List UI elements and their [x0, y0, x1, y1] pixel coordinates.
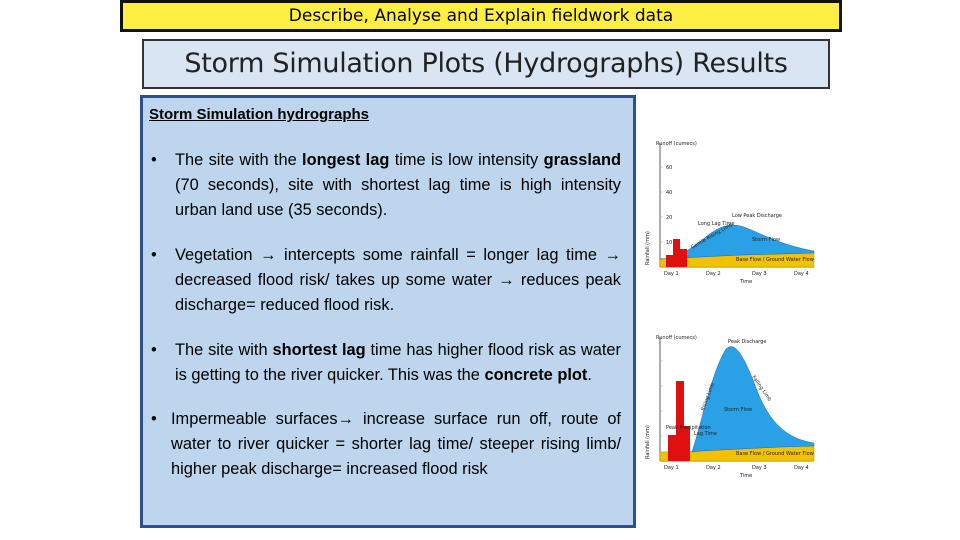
day-2-label: Day 2 — [706, 465, 721, 471]
bullet-text: The site with — [175, 341, 273, 359]
bullet-text: (70 seconds), site with shortest lag tim… — [175, 176, 621, 219]
base-flow-label: Base Flow / Ground Water Flow — [736, 257, 814, 263]
bullet-text: Vegetation → intercepts some rainfall = … — [175, 246, 621, 314]
storm-flow-label: Storm Flow — [724, 407, 752, 413]
base-flow-label: Base Flow / Ground Water Flow — [736, 451, 814, 457]
svg-text:40: 40 — [666, 190, 672, 196]
bullet-text: . — [587, 366, 592, 384]
hydrograph-gentle-svg: 60 40 20 10 Runoff (cumecs) Rainfall (mm) L… — [645, 141, 815, 285]
peak-precipitation-label: Peak Precipitation — [666, 425, 711, 431]
bullet-bold-text: shortest lag — [272, 341, 366, 359]
svg-text:60: 60 — [666, 165, 672, 171]
slide-title: Storm Simulation Plots (Hydrographs) Res… — [142, 39, 830, 89]
hydrograph-gentle: 60 40 20 10 Runoff (cumecs) Rainfall (mm) L… — [640, 137, 816, 287]
day-1-label: Day 1 — [664, 271, 679, 277]
header-banner: Describe, Analyse and Explain fieldwork … — [120, 0, 842, 32]
svg-text:10: 10 — [666, 240, 672, 246]
bullet-longest-lag: • The site with the longest lag time is … — [149, 148, 621, 223]
rainfall-axis-label: Rainfall (mm) — [645, 231, 651, 265]
bullet-dot: • — [151, 341, 157, 359]
bullet-text: Impermeable surfaces→ increase surface r… — [171, 410, 621, 478]
x-axis-label: Time — [739, 279, 752, 285]
bullet-bold-text: grassland — [543, 151, 622, 169]
day-4-label: Day 4 — [794, 271, 809, 277]
y-axis-label: Runoff (cumecs) — [656, 335, 697, 341]
y-axis-label: Runoff (cumecs) — [656, 141, 697, 147]
day-1-label: Day 1 — [664, 465, 679, 471]
bullet-dot: • — [151, 246, 157, 264]
peak-discharge-label: Peak Discharge — [728, 339, 767, 345]
bullet-vegetation: • Vegetation → intercepts some rainfall … — [149, 243, 621, 318]
bullet-text: time is low intensity — [389, 151, 544, 169]
day-3-label: Day 3 — [752, 465, 767, 471]
storm-flow-label: Storm Flow — [752, 237, 780, 243]
bullet-impermeable: • Impermeable surfaces→ increase surface… — [149, 407, 621, 482]
bullet-text: time has higher flood risk as water is g… — [175, 341, 621, 384]
peak-label: Low Peak Discharge — [732, 213, 782, 219]
lag-time-label: Lag Time — [694, 431, 717, 437]
lag-label: Long Lag Time — [698, 221, 735, 227]
storm-simulation-textbox: Storm Simulation hydrographs • The site … — [140, 95, 636, 528]
day-4-label: Day 4 — [794, 465, 809, 471]
rainfall-axis-label: Rainfall (mm) — [645, 425, 651, 459]
bullet-shortest-lag: • The site with shortest lag time has hi… — [149, 338, 621, 388]
day-2-label: Day 2 — [706, 271, 721, 277]
bullet-bold-text: longest lag — [302, 151, 390, 169]
bullet-dot: • — [151, 151, 157, 169]
bullet-dot: • — [151, 410, 157, 428]
textbox-heading: Storm Simulation hydrographs — [149, 106, 370, 123]
svg-text:20: 20 — [666, 215, 672, 221]
hydrograph-flashy: Runoff (cumecs) Rainfall (mm) Peak Disch… — [640, 331, 816, 481]
bullet-text: The site with the — [175, 151, 303, 169]
hydrograph-flashy-svg: Runoff (cumecs) Rainfall (mm) Peak Disch… — [645, 335, 815, 479]
day-3-label: Day 3 — [752, 271, 767, 277]
bullet-bold-text: concrete plot — [484, 366, 588, 384]
x-axis-label: Time — [739, 473, 752, 479]
